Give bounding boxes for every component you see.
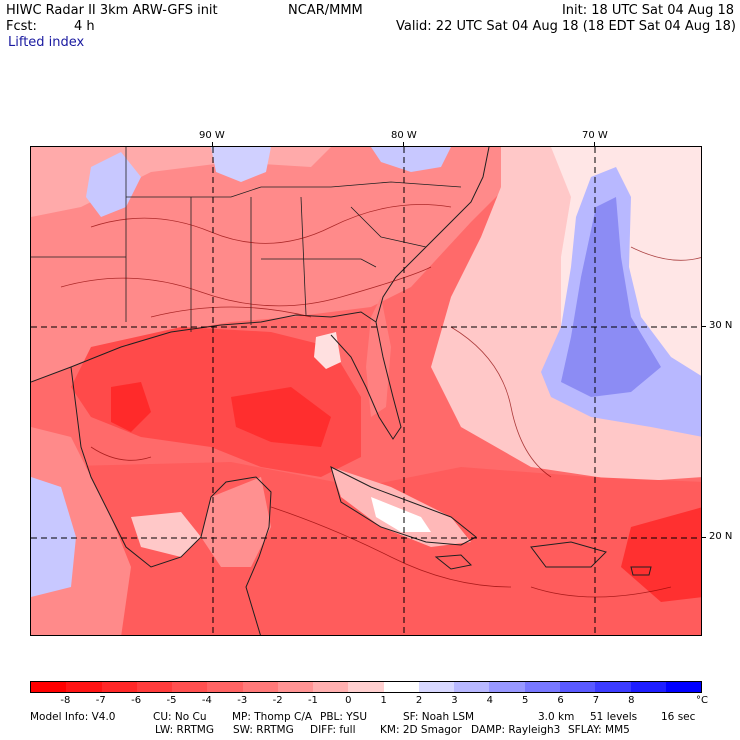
colorbar-tick-label: -7 xyxy=(95,695,106,706)
valid-time: Valid: 22 UTC Sat 04 Aug 18 (18 EDT Sat … xyxy=(395,19,736,34)
atlantic-stable-core xyxy=(561,197,661,397)
lon-tick-80w xyxy=(403,142,404,146)
lat-tick-20n xyxy=(702,537,706,538)
colorbar-segment xyxy=(277,682,314,692)
org-label: NCAR/MMM xyxy=(288,3,363,18)
colorbar-tick-label: 2 xyxy=(415,695,423,706)
colorbar-segment xyxy=(348,682,384,692)
footer-item: DAMP: Rayleigh3 xyxy=(471,724,561,736)
colorbar-tick-label: -3 xyxy=(237,695,248,706)
colorbar-tick-label: -2 xyxy=(272,695,283,706)
caribbean-region xyxy=(31,462,701,635)
map-canvas xyxy=(31,147,701,635)
lon-tick-90w xyxy=(212,142,213,146)
colorbar-segment xyxy=(665,682,702,692)
colorbar-segment xyxy=(207,682,243,692)
footer-item: SFLAY: MM5 xyxy=(568,724,630,736)
land-us-southeast xyxy=(31,147,701,382)
stable-patch-north-c xyxy=(371,147,451,172)
hispaniola-outline xyxy=(530,541,607,568)
colorbar-segment xyxy=(101,682,137,692)
footer-item: MP: Thomp C/A xyxy=(232,711,313,723)
colorbar-segment xyxy=(418,682,455,692)
colorbar-segment xyxy=(454,682,490,692)
footer-item: SF: Noah LSM xyxy=(403,711,475,723)
colorbar-segment xyxy=(172,682,208,692)
model-title: HIWC Radar II 3km ARW-GFS init xyxy=(6,3,218,18)
footer-item: DIFF: full xyxy=(310,724,356,736)
colorbar-tick-label: 8 xyxy=(628,695,635,706)
jamaica-outline xyxy=(434,554,473,570)
gulf-core-west xyxy=(111,382,151,432)
graticule xyxy=(31,147,701,635)
colorbar-unit: °C xyxy=(696,695,708,706)
colorbar-tick-label: 4 xyxy=(486,695,493,706)
field-name: Lifted index xyxy=(8,35,85,50)
colorbar-segment xyxy=(630,682,666,692)
lon-tick-70w xyxy=(594,142,595,146)
land-yucatan xyxy=(201,477,271,567)
footer-item: CU: No Cu xyxy=(153,711,207,723)
lifted-index-colorbar xyxy=(30,681,702,693)
colorbar-segment xyxy=(242,682,278,692)
colorbar-tick-label: -8 xyxy=(60,695,71,706)
lon-label-90w: 90 W xyxy=(199,130,225,141)
colorbar-segment xyxy=(313,682,349,692)
gulf-core-central xyxy=(231,387,331,447)
cuba-neutral-core xyxy=(371,497,431,532)
stable-patch-north-b xyxy=(211,147,271,182)
colorbar-tick-label: 0 xyxy=(345,695,352,706)
us-gulf-coast xyxy=(31,311,402,440)
colorbar-segment xyxy=(489,682,525,692)
footer-item: KM: 2D Smagor xyxy=(380,724,462,736)
us-atlantic-coast xyxy=(375,147,490,323)
forecast-label: Fcst: xyxy=(6,19,37,34)
footer-item: 3.0 km xyxy=(538,711,575,723)
forecast-hour: 4 h xyxy=(74,19,95,34)
colorbar-tick-label: 6 xyxy=(557,695,564,706)
colorbar-tick-label: 3 xyxy=(451,695,458,706)
lat-label-30n: 30 N xyxy=(709,320,733,331)
colorbar-segment xyxy=(595,682,631,692)
lat-tick-30n xyxy=(702,326,706,327)
footer-item: PBL: YSU xyxy=(320,711,368,723)
colorbar-segment xyxy=(524,682,560,692)
footer-item: 16 sec xyxy=(661,711,696,723)
footer-item: SW: RRTMG xyxy=(233,724,294,736)
colorbar-segment xyxy=(383,682,419,692)
lon-label-70w: 70 W xyxy=(582,130,608,141)
bay-campeche-pale xyxy=(131,512,201,557)
li-contours xyxy=(60,204,701,598)
footer-item: 51 levels xyxy=(590,711,638,723)
colorbar-tick-label: 7 xyxy=(592,695,600,706)
cuba-stable-strip xyxy=(331,467,471,547)
colorbar-tick-label: 5 xyxy=(521,695,529,706)
colorbar-segment xyxy=(559,682,596,692)
colorbar-tick-label: 1 xyxy=(380,695,387,706)
florida-neutral-spot xyxy=(314,332,341,369)
mexico-stable-patch xyxy=(31,477,76,597)
colorbar-tick-label: -6 xyxy=(131,695,142,706)
colorbar-segment xyxy=(31,682,67,692)
caribbean-core-east xyxy=(621,507,701,602)
coastlines xyxy=(31,147,652,635)
init-time: Init: 18 UTC Sat 04 Aug 18 xyxy=(561,3,734,18)
lat-label-20n: 20 N xyxy=(709,531,733,542)
lon-label-80w: 80 W xyxy=(391,130,417,141)
colorbar-tick-label: -1 xyxy=(307,695,318,706)
puerto-rico-outline xyxy=(630,566,652,576)
mexico-coast xyxy=(70,366,272,635)
cuba-outline xyxy=(330,466,477,546)
colorbar-tick-label: -4 xyxy=(201,695,212,706)
colorbar-segment xyxy=(66,682,102,692)
lifted-index-map xyxy=(30,146,702,636)
colorbar-segment xyxy=(136,682,173,692)
footer-item: LW: RRTMG xyxy=(155,724,214,736)
colorbar-tick-label: -5 xyxy=(166,695,177,706)
stable-patch-north-a xyxy=(86,152,141,217)
footer-item: Model Info: V4.0 xyxy=(30,711,116,723)
